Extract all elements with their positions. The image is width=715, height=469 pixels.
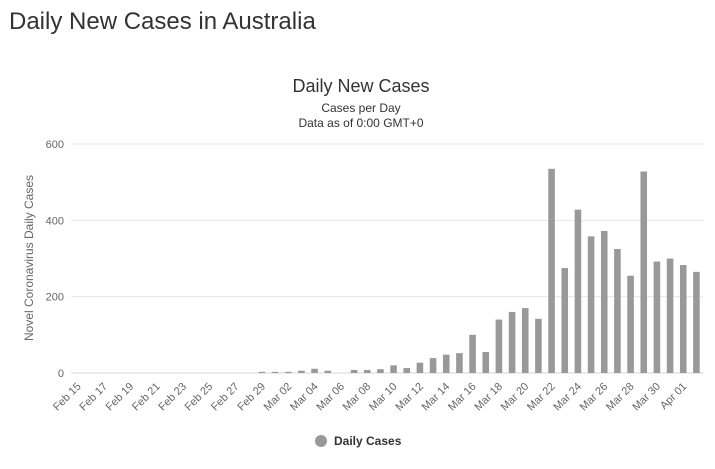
x-tick-label: Feb 21 [130, 381, 163, 414]
bar[interactable] [390, 365, 397, 373]
x-tick-label: Feb 27 [209, 381, 242, 414]
bar[interactable] [496, 320, 503, 373]
bar[interactable] [469, 335, 476, 373]
x-tick-label: Feb 23 [156, 381, 189, 414]
bar[interactable] [548, 169, 555, 373]
x-tick-label: Mar 02 [262, 381, 295, 414]
x-tick-label: Feb 17 [77, 381, 110, 414]
bar[interactable] [311, 369, 318, 373]
x-tick-label: Mar 10 [367, 381, 400, 414]
x-tick-label: Feb 19 [104, 381, 137, 414]
bar[interactable] [561, 268, 568, 373]
bar[interactable] [575, 210, 582, 373]
bar[interactable] [509, 312, 516, 373]
x-tick-label: Mar 20 [499, 381, 532, 414]
bar[interactable] [535, 319, 542, 373]
bar[interactable] [627, 276, 634, 373]
bar[interactable] [588, 236, 595, 373]
x-tick-label: Mar 06 [314, 381, 347, 414]
legend-label[interactable]: Daily Cases [334, 434, 402, 448]
legend[interactable]: Daily Cases [315, 434, 402, 448]
bar[interactable] [443, 355, 450, 373]
y-tick-label: 400 [46, 215, 64, 227]
bar[interactable] [364, 370, 371, 373]
bar[interactable] [667, 259, 674, 374]
bar[interactable] [417, 363, 424, 373]
bar[interactable] [259, 372, 266, 373]
bar[interactable] [377, 369, 384, 373]
bar[interactable] [430, 358, 437, 373]
bar[interactable] [351, 370, 358, 373]
x-tick-label: Mar 26 [578, 381, 611, 414]
bar[interactable] [456, 353, 463, 373]
chart-subtitle-line-1: Cases per Day [321, 101, 400, 115]
x-tick-label: Mar 22 [525, 381, 558, 414]
x-tick-label: Mar 30 [630, 381, 663, 414]
bar[interactable] [614, 249, 621, 373]
bar[interactable] [693, 272, 700, 373]
bar[interactable] [522, 308, 529, 373]
y-axis-label: Novel Coronavirus Daily Cases [22, 175, 36, 341]
x-tick-label: Mar 14 [420, 381, 453, 414]
x-tick-label: Mar 16 [446, 381, 479, 414]
bar[interactable] [272, 372, 279, 373]
y-tick-labels: 0 200 400 600 [46, 139, 64, 380]
x-tick-label: Mar 04 [288, 381, 321, 414]
y-tick-label: 0 [58, 368, 64, 380]
x-tick-label: Mar 24 [551, 381, 584, 414]
x-tick-label: Feb 15 [51, 381, 84, 414]
x-tick-label: Mar 12 [393, 381, 426, 414]
bar[interactable] [482, 352, 489, 373]
x-tick-label: Feb 25 [183, 381, 216, 414]
bar[interactable] [324, 371, 331, 373]
y-tick-label: 600 [46, 139, 64, 151]
gridlines [71, 144, 703, 373]
bar[interactable] [298, 371, 305, 373]
x-tick-label: Feb 29 [235, 381, 268, 414]
bar[interactable] [403, 368, 410, 373]
bars [259, 169, 700, 373]
x-tick-label: Mar 08 [341, 381, 374, 414]
bar[interactable] [654, 262, 661, 373]
bar[interactable] [680, 265, 687, 373]
x-tick-label: Mar 18 [472, 381, 505, 414]
legend-marker[interactable] [315, 435, 327, 447]
bar[interactable] [601, 231, 608, 373]
x-tick-label: Mar 28 [604, 381, 637, 414]
chart-subtitle-line-2: Data as of 0:00 GMT+0 [298, 116, 423, 130]
bar[interactable] [640, 171, 647, 373]
x-tick-label: Apr 01 [658, 381, 689, 412]
chart-title: Daily New Cases [292, 76, 429, 96]
y-tick-label: 200 [46, 292, 64, 304]
bar[interactable] [285, 372, 292, 373]
